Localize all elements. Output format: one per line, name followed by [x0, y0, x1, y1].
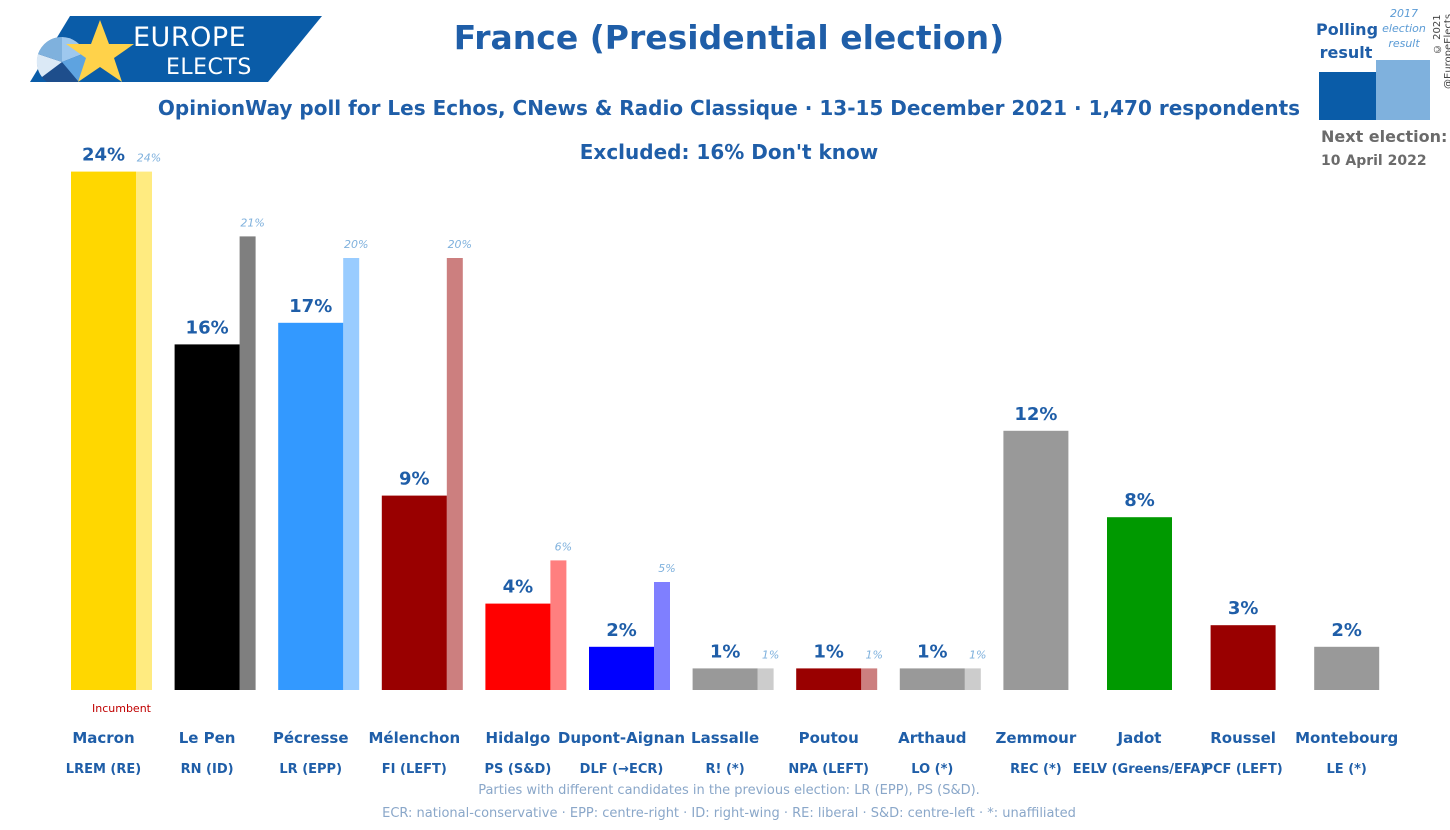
poll-value-label-4: 4%: [503, 577, 534, 598]
prev-value-label-5: 5%: [658, 562, 675, 575]
logo-text-europe: EUROPE: [133, 22, 247, 53]
poll-bar-2: [278, 322, 344, 690]
prev-bar-7: [861, 668, 878, 690]
footnote-candidates: Parties with different candidates in the…: [478, 783, 980, 798]
next-election-date: 10 April 2022: [1321, 153, 1427, 169]
poll-value-label-11: 3%: [1228, 598, 1259, 619]
party-label-1: RN (ID): [181, 762, 234, 777]
next-election-label: Next election:: [1321, 127, 1448, 146]
europe-elects-logo: [30, 16, 322, 82]
poll-value-label-2: 17%: [289, 296, 332, 317]
party-label-7: NPA (LEFT): [788, 762, 869, 777]
poll-bar-0: [71, 171, 136, 691]
candidate-label-4: Hidalgo: [486, 729, 551, 747]
party-label-10: EELV (Greens/EFA): [1073, 762, 1207, 777]
poll-bar-9: [1003, 430, 1069, 690]
poll-value-label-0: 24%: [82, 145, 125, 166]
party-label-3: FI (LEFT): [382, 762, 447, 777]
poll-value-label-12: 2%: [1331, 620, 1362, 641]
prev-value-label-1: 21%: [240, 216, 264, 229]
logo-text-elects: ELECTS: [166, 55, 252, 80]
party-label-5: DLF (→ECR): [580, 762, 664, 777]
chart-subtitle: OpinionWay poll for Les Echos, CNews & R…: [157, 96, 1301, 120]
chart-title: France (Presidential election): [453, 18, 1005, 57]
candidate-label-0: Macron: [72, 729, 134, 747]
candidate-label-5: Dupont-Aignan: [558, 729, 685, 747]
prev-bar-5: [654, 582, 670, 690]
footnote-groups: ECR: national-conservative · EPP: centre…: [382, 806, 1076, 821]
prev-value-label-2: 20%: [344, 238, 368, 251]
candidate-label-6: Lassalle: [691, 729, 759, 747]
poll-value-label-7: 1%: [813, 641, 844, 662]
prev-bar-6: [757, 668, 774, 690]
poll-bar-4: [485, 603, 551, 690]
poll-value-label-3: 9%: [399, 469, 430, 490]
prev-bar-3: [446, 258, 463, 690]
poll-value-label-9: 12%: [1014, 404, 1057, 425]
candidate-label-3: Mélenchon: [368, 729, 460, 747]
excluded-note: Excluded: 16% Don't know: [579, 140, 879, 164]
party-label-11: PCF (LEFT): [1203, 762, 1282, 777]
party-label-0: LREM (RE): [66, 762, 141, 777]
legend-prev-label: 2017 election result: [1382, 7, 1426, 50]
prev-value-label-8: 1%: [969, 648, 986, 661]
poll-bar-6: [692, 668, 758, 690]
poll-bar-11: [1210, 625, 1276, 690]
party-label-2: LR (EPP): [279, 762, 342, 777]
poll-value-label-1: 16%: [186, 317, 229, 338]
prev-bar-0: [136, 171, 152, 691]
candidate-label-8: Arthaud: [898, 729, 966, 747]
party-label-4: PS (S&D): [485, 762, 552, 777]
legend-poll-label: Polling result: [1316, 20, 1379, 62]
prev-value-label-4: 6%: [555, 540, 572, 553]
candidate-label-2: Pécresse: [273, 729, 349, 747]
prev-value-label-7: 1%: [865, 648, 882, 661]
poll-bar-5: [589, 646, 654, 690]
party-label-12: LE (*): [1327, 762, 1367, 777]
poll-value-label-10: 8%: [1124, 490, 1155, 511]
candidate-label-1: Le Pen: [179, 729, 236, 747]
poll-bar-10: [1107, 517, 1172, 690]
legend-poll-swatch: [1319, 72, 1377, 120]
prev-value-label-0: 24%: [137, 152, 161, 165]
party-label-6: R! (*): [706, 762, 745, 777]
prev-value-label-3: 20%: [448, 238, 472, 251]
party-label-9: REC (*): [1010, 762, 1062, 777]
candidate-label-7: Poutou: [799, 729, 859, 747]
prev-bar-8: [964, 668, 981, 690]
poll-value-label-6: 1%: [710, 641, 741, 662]
poll-value-label-5: 2%: [606, 620, 637, 641]
prev-bar-4: [550, 560, 567, 690]
candidate-label-11: Roussel: [1210, 729, 1276, 747]
poll-value-label-8: 1%: [917, 641, 948, 662]
candidate-label-10: Jadot: [1117, 729, 1162, 747]
legend-prev-swatch: [1376, 60, 1430, 120]
poll-bar-12: [1314, 646, 1380, 690]
poll-bar-3: [381, 495, 447, 690]
candidate-label-12: Montebourg: [1295, 729, 1398, 747]
candidate-label-9: Zemmour: [996, 729, 1077, 747]
prev-bar-1: [239, 236, 256, 690]
incumbent-label: Incumbent: [92, 702, 151, 715]
bar-chart: 24% 24% Macron LREM (RE) 21% 16% Le Pen RN (ID)…: [66, 145, 1398, 777]
prev-value-label-6: 1%: [762, 648, 779, 661]
poll-bar-1: [174, 344, 240, 690]
prev-bar-2: [343, 258, 360, 690]
party-label-8: LO (*): [911, 762, 953, 777]
poll-bar-8: [899, 668, 965, 690]
poll-bar-7: [796, 668, 862, 690]
